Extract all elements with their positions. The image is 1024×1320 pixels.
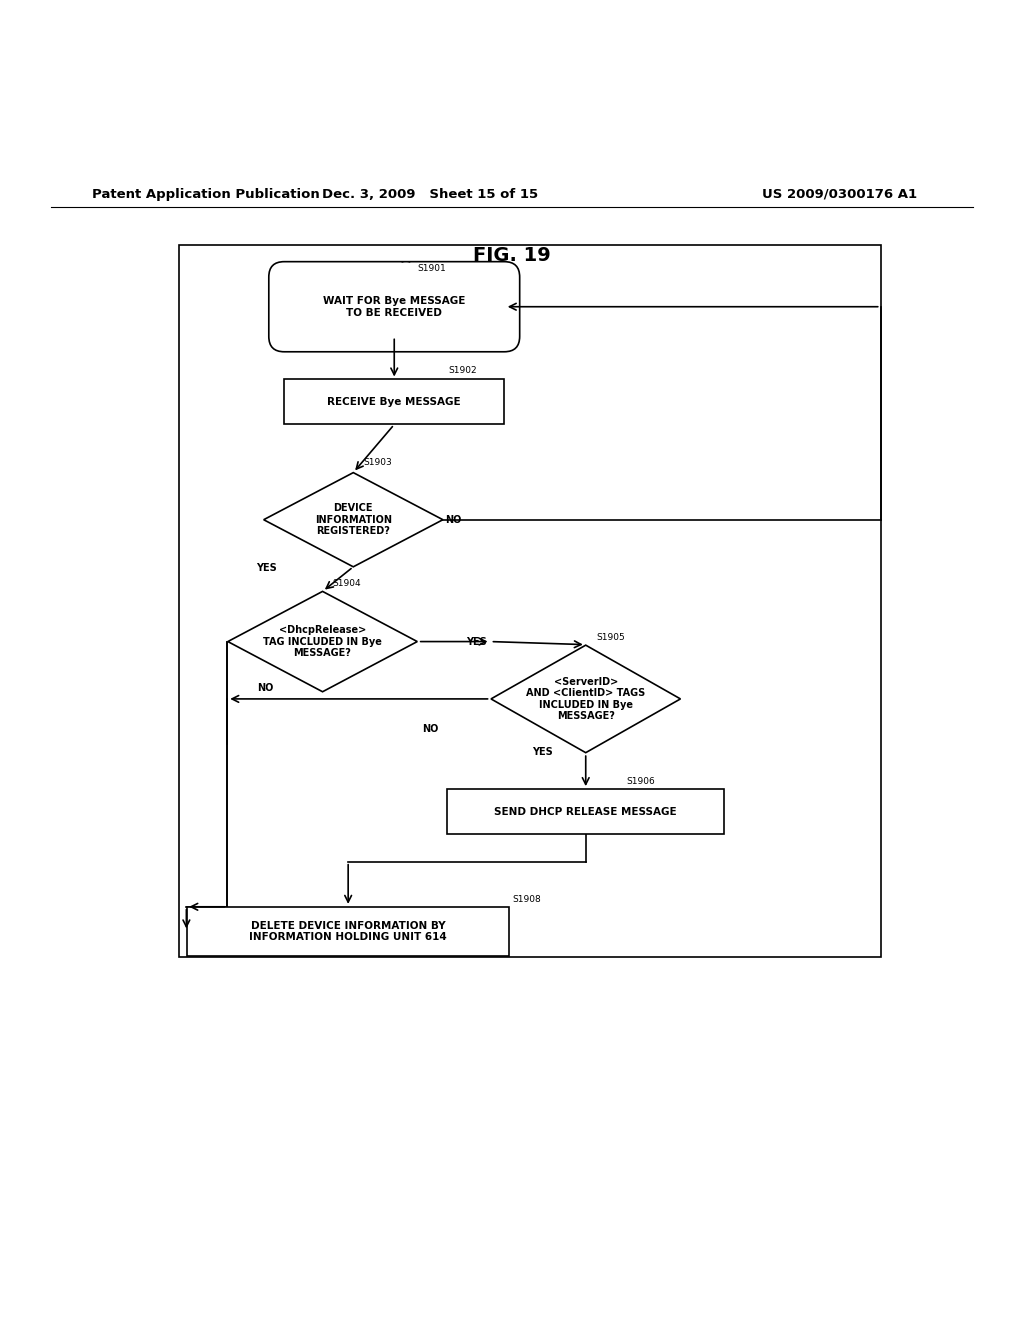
- Text: S1905: S1905: [596, 632, 625, 642]
- Text: <DhcpRelease>
TAG INCLUDED IN Bye
MESSAGE?: <DhcpRelease> TAG INCLUDED IN Bye MESSAG…: [263, 624, 382, 659]
- Text: US 2009/0300176 A1: US 2009/0300176 A1: [762, 187, 918, 201]
- FancyBboxPatch shape: [447, 789, 724, 834]
- Text: SEND DHCP RELEASE MESSAGE: SEND DHCP RELEASE MESSAGE: [495, 807, 677, 817]
- Text: FIG. 19: FIG. 19: [473, 246, 551, 265]
- Text: WAIT FOR Bye MESSAGE
TO BE RECEIVED: WAIT FOR Bye MESSAGE TO BE RECEIVED: [323, 296, 466, 318]
- Text: NO: NO: [445, 515, 462, 525]
- FancyBboxPatch shape: [285, 379, 505, 425]
- Text: S1901: S1901: [418, 264, 446, 273]
- Text: RECEIVE Bye MESSAGE: RECEIVE Bye MESSAGE: [328, 397, 461, 407]
- Text: YES: YES: [256, 562, 276, 573]
- Text: Patent Application Publication: Patent Application Publication: [92, 187, 319, 201]
- Polygon shape: [490, 645, 680, 752]
- FancyBboxPatch shape: [268, 261, 520, 351]
- Text: S1902: S1902: [449, 367, 477, 375]
- Text: DELETE DEVICE INFORMATION BY
INFORMATION HOLDING UNIT 614: DELETE DEVICE INFORMATION BY INFORMATION…: [249, 920, 447, 942]
- Polygon shape: [263, 473, 442, 566]
- Text: S1906: S1906: [627, 777, 655, 785]
- Text: <ServerID>
AND <ClientID> TAGS
INCLUDED IN Bye
MESSAGE?: <ServerID> AND <ClientID> TAGS INCLUDED …: [526, 677, 645, 721]
- Text: Dec. 3, 2009   Sheet 15 of 15: Dec. 3, 2009 Sheet 15 of 15: [322, 187, 539, 201]
- FancyBboxPatch shape: [179, 246, 881, 957]
- Text: NO: NO: [422, 723, 438, 734]
- Text: DEVICE
INFORMATION
REGISTERED?: DEVICE INFORMATION REGISTERED?: [314, 503, 392, 536]
- Text: S1904: S1904: [333, 579, 361, 589]
- Polygon shape: [227, 591, 418, 692]
- Text: NO: NO: [257, 682, 273, 693]
- Text: YES: YES: [466, 636, 486, 647]
- Text: YES: YES: [532, 747, 553, 758]
- FancyBboxPatch shape: [187, 907, 510, 956]
- Text: S1908: S1908: [512, 895, 541, 904]
- Text: S1903: S1903: [364, 458, 392, 467]
- Text: ⁀: ⁀: [401, 263, 410, 273]
